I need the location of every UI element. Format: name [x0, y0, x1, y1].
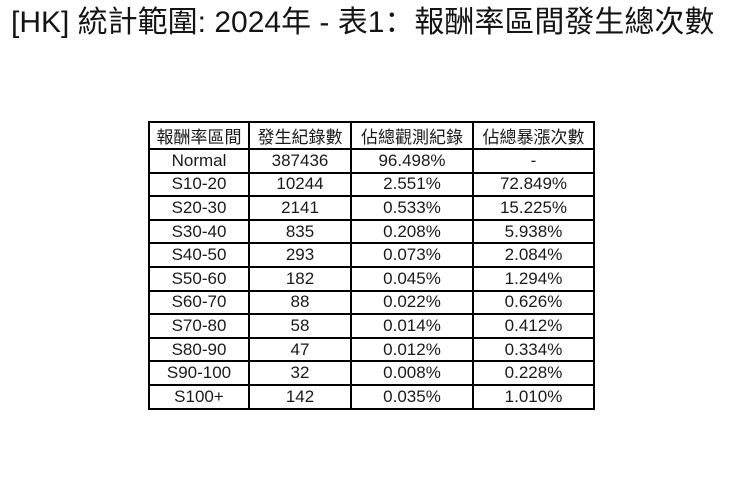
- stats-table: 報酬率區間 發生紀錄數 佔總觀測紀錄 佔總暴漲次數 Normal 387436 96…: [148, 121, 595, 410]
- table-cell: Normal: [148, 148, 250, 174]
- table-cell: 182: [248, 265, 352, 292]
- table-cell: 835: [248, 218, 352, 245]
- table-cell: 2141: [248, 195, 352, 221]
- page-title: [HK] 統計範圍: 2024年 - 表1：報酬率區間發生總次數: [11, 6, 715, 39]
- table-row: S40-50 293 0.073% 2.084%: [148, 242, 595, 268]
- table-cell: 47: [248, 336, 352, 363]
- table-cell: 0.626%: [472, 289, 595, 316]
- table-cell: -: [472, 148, 595, 174]
- table-row: S80-90 47 0.012% 0.334%: [148, 336, 595, 363]
- table-cell: 88: [248, 289, 352, 316]
- table-cell: 0.208%: [350, 218, 474, 245]
- table-cell: 0.045%: [350, 265, 474, 292]
- table-cell: 0.412%: [472, 313, 595, 339]
- table-row: S60-70 88 0.022% 0.626%: [148, 289, 595, 316]
- table-row: Normal 387436 96.498% -: [148, 148, 595, 174]
- table-row: S20-30 2141 0.533% 15.225%: [148, 195, 595, 221]
- table-cell: S80-90: [148, 336, 250, 363]
- column-header-pct-of-observations: 佔總觀測紀錄: [350, 121, 474, 150]
- table-row: S70-80 58 0.014% 0.412%: [148, 313, 595, 339]
- table-cell: 72.849%: [472, 171, 595, 198]
- table-body: Normal 387436 96.498% - S10-20 10244 2.551% 72.…: [148, 148, 595, 410]
- column-header-return-interval: 報酬率區間: [148, 121, 250, 150]
- table-cell: S10-20: [148, 171, 250, 198]
- table-cell: S30-40: [148, 218, 250, 245]
- table-cell: 0.533%: [350, 195, 474, 221]
- table-cell: S90-100: [148, 360, 250, 386]
- table-cell: 0.014%: [350, 313, 474, 339]
- table-cell: S40-50: [148, 242, 250, 268]
- table-cell: 293: [248, 242, 352, 268]
- table-cell: S70-80: [148, 313, 250, 339]
- column-header-occurrence-count: 發生紀錄數: [248, 121, 352, 150]
- table-cell: 1.294%: [472, 265, 595, 292]
- table-cell: 96.498%: [350, 148, 474, 174]
- table-cell: 0.022%: [350, 289, 474, 316]
- table-cell: 0.228%: [472, 360, 595, 386]
- table-cell: 0.334%: [472, 336, 595, 363]
- table-header: 報酬率區間 發生紀錄數 佔總觀測紀錄 佔總暴漲次數: [148, 121, 595, 150]
- table-cell: 387436: [248, 148, 352, 174]
- table-cell: 10244: [248, 171, 352, 198]
- table-cell: S100+: [148, 383, 250, 410]
- table-cell: 0.008%: [350, 360, 474, 386]
- table-cell: 0.073%: [350, 242, 474, 268]
- table-row: S10-20 10244 2.551% 72.849%: [148, 171, 595, 198]
- table-header-row: 報酬率區間 發生紀錄數 佔總觀測紀錄 佔總暴漲次數: [148, 121, 595, 150]
- table-cell: S50-60: [148, 265, 250, 292]
- table-cell: 142: [248, 383, 352, 410]
- table-cell: S60-70: [148, 289, 250, 316]
- table-cell: S20-30: [148, 195, 250, 221]
- table-cell: 0.035%: [350, 383, 474, 410]
- column-header-pct-of-surges: 佔總暴漲次數: [472, 121, 595, 150]
- table-cell: 0.012%: [350, 336, 474, 363]
- table-cell: 58: [248, 313, 352, 339]
- table-cell: 15.225%: [472, 195, 595, 221]
- table-cell: 1.010%: [472, 383, 595, 410]
- table-cell: 5.938%: [472, 218, 595, 245]
- table-row: S100+ 142 0.035% 1.010%: [148, 383, 595, 410]
- table-row: S90-100 32 0.008% 0.228%: [148, 360, 595, 386]
- table-row: S30-40 835 0.208% 5.938%: [148, 218, 595, 245]
- table-row: S50-60 182 0.045% 1.294%: [148, 265, 595, 292]
- table-cell: 2.551%: [350, 171, 474, 198]
- table-cell: 2.084%: [472, 242, 595, 268]
- table-cell: 32: [248, 360, 352, 386]
